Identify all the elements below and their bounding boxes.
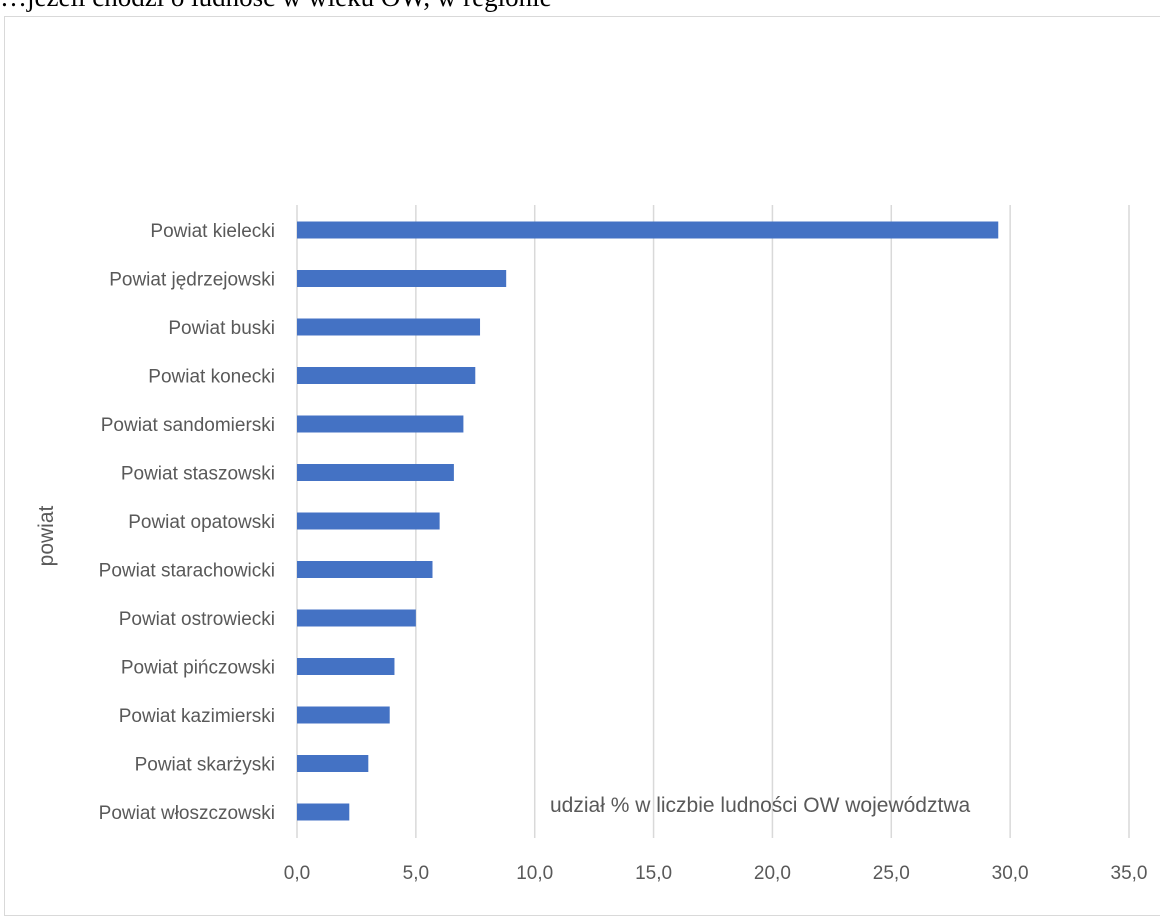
- category-label: Powiat konecki: [148, 367, 275, 388]
- category-label: Powiat ostrowiecki: [119, 609, 275, 630]
- x-tick-labels: 0,0 5,0 10,0 15,0 20,0 25,0 30,0 35,0: [284, 863, 1148, 884]
- bar: [297, 706, 390, 724]
- bar: [297, 464, 454, 481]
- category-label: Powiat starachowicki: [99, 561, 275, 582]
- bar-chart: Powiat kielecki Powiat jędrzejowski Powiat…: [35, 205, 1148, 884]
- x-tick-label: 25,0: [873, 863, 910, 884]
- x-axis-label: udział % w liczbie ludności OW województ…: [550, 794, 970, 817]
- chart-caption: …jeżeli chodzi o ludność w wieku OW, w r…: [0, 0, 552, 11]
- x-tick-label: 5,0: [403, 863, 429, 884]
- bar: [297, 561, 433, 578]
- bar: [297, 658, 395, 675]
- category-label: Powiat włoszczowski: [99, 803, 275, 824]
- category-label: Powiat pińczowski: [121, 658, 275, 679]
- bar: [297, 755, 369, 772]
- bar: [297, 415, 464, 433]
- bar: [297, 609, 416, 627]
- y-axis-label: powiat: [35, 505, 58, 566]
- bar: [297, 318, 481, 336]
- x-tick-label: 15,0: [635, 863, 672, 884]
- category-label: Powiat kielecki: [150, 221, 275, 242]
- x-tick-label: 30,0: [992, 863, 1029, 884]
- category-label: Powiat opatowski: [128, 512, 275, 533]
- bar: [297, 803, 350, 821]
- bar: [297, 221, 999, 239]
- gridlines: [296, 205, 1130, 838]
- bars: [297, 221, 999, 821]
- category-label: Powiat staszowski: [121, 464, 275, 485]
- category-labels: Powiat kielecki Powiat jędrzejowski Powiat…: [99, 221, 275, 824]
- category-label: Powiat buski: [168, 318, 275, 339]
- x-tick-label: 10,0: [516, 863, 553, 884]
- category-label: Powiat kazimierski: [119, 706, 275, 727]
- x-tick-label: 20,0: [754, 863, 791, 884]
- x-tick-label: 35,0: [1111, 863, 1148, 884]
- category-label: Powiat skarżyski: [135, 755, 275, 776]
- bar: [297, 512, 440, 530]
- category-label: Powiat jędrzejowski: [109, 270, 275, 291]
- bar: [297, 270, 507, 287]
- bar: [297, 367, 476, 384]
- category-label: Powiat sandomierski: [101, 415, 275, 436]
- x-tick-label: 0,0: [284, 863, 310, 884]
